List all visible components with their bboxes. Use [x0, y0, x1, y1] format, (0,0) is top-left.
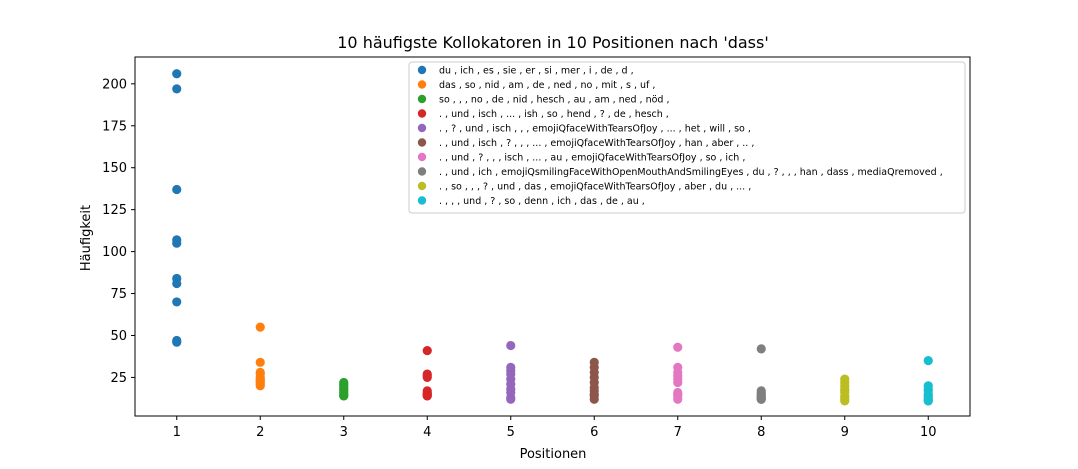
data-point [506, 340, 516, 351]
data-point [673, 394, 683, 404]
x-tick-label: 2 [256, 425, 264, 440]
x-tick-label: 1 [173, 425, 181, 440]
legend-entry-label: . , und , isch , ? , , , ... , emojiQfac… [439, 138, 754, 149]
legend-entry-label: . , , , und , ? , so , denn , ich , das … [439, 196, 645, 207]
legend: du , ich , es , sie , er , si , mer , i … [408, 61, 966, 214]
legend-frame [408, 61, 966, 214]
data-point [172, 84, 182, 94]
legend-marker [417, 181, 427, 191]
y-tick-label: 175 [102, 119, 127, 134]
data-point [506, 394, 516, 404]
x-tick-label: 3 [340, 425, 348, 440]
x-axis-label: Positionen [520, 447, 587, 462]
y-tick-label: 50 [110, 329, 127, 344]
legend-marker [417, 152, 427, 162]
y-tick-label: 125 [102, 203, 127, 218]
data-point [172, 69, 182, 79]
legend-marker [417, 109, 427, 118]
x-tick-label: 6 [590, 425, 598, 440]
data-point [923, 356, 933, 366]
x-tick-label: 10 [920, 425, 937, 440]
data-point [923, 396, 933, 406]
y-tick-label: 100 [102, 245, 127, 260]
legend-entry-label: . , ? , und , isch , , , emojiQfaceWithT… [439, 124, 751, 135]
x-axis: 1 2 3 4 5 6 7 8 9 10 [173, 416, 937, 440]
legend-entry-label: . , und , ich , emojiQsmilingFaceWithOpe… [439, 167, 943, 178]
data-point [172, 297, 182, 307]
data-point [756, 394, 766, 404]
x-tick-label: 4 [423, 425, 431, 440]
data-point [172, 278, 182, 289]
data-point [422, 372, 432, 383]
legend-marker [417, 80, 427, 89]
legend-entry-label: du , ich , es , sie , er , si , mer , i … [439, 66, 634, 77]
legend-entry-label: so , , , no , de , nid , hesch , au , am… [439, 95, 670, 106]
legend-entry-label: . , und , isch , ... , ish , so , hend ,… [439, 109, 669, 120]
legend-marker [417, 94, 427, 104]
data-point [172, 337, 182, 347]
y-tick-label: 150 [102, 161, 127, 176]
x-tick-label: 9 [841, 425, 849, 440]
data-point [255, 357, 265, 367]
legend-entry-label: . , und , ? , , , isch , ... , au , emoj… [439, 153, 745, 164]
data-point [339, 391, 349, 401]
data-point [840, 396, 850, 406]
data-point [673, 342, 683, 352]
data-point [255, 322, 265, 332]
y-axis-label: Häufigkeit [79, 205, 94, 271]
plot-area [134, 56, 971, 417]
x-tick-label: 7 [674, 425, 682, 440]
legend-entry-label: das , so , nid , am , de , ned , no , mi… [439, 80, 655, 91]
legend-marker [417, 123, 427, 133]
data-point [255, 381, 265, 391]
y-tick-label: 25 [110, 371, 127, 386]
legend-marker [417, 196, 427, 205]
data-point [422, 391, 432, 401]
data-point [422, 345, 432, 356]
data-point [172, 184, 182, 195]
y-tick-label: 75 [110, 287, 127, 302]
data-point [756, 344, 766, 354]
data-point [673, 377, 683, 388]
legend-entry-label: . , so , , , ? , und , das , emojiQfaceW… [439, 182, 751, 193]
legend-marker [417, 138, 427, 147]
x-tick-label: 5 [507, 425, 515, 440]
y-axis: 25 50 75 100 125 150 175 200 [102, 77, 135, 386]
data-points [172, 69, 933, 406]
x-tick-label: 8 [757, 425, 765, 440]
y-tick-label: 200 [102, 77, 127, 92]
chart-title: 10 häufigste Kollokatoren in 10 Position… [337, 33, 769, 52]
data-point [589, 394, 599, 404]
legend-marker [417, 65, 427, 75]
data-point [172, 238, 182, 248]
legend-marker [417, 167, 427, 176]
